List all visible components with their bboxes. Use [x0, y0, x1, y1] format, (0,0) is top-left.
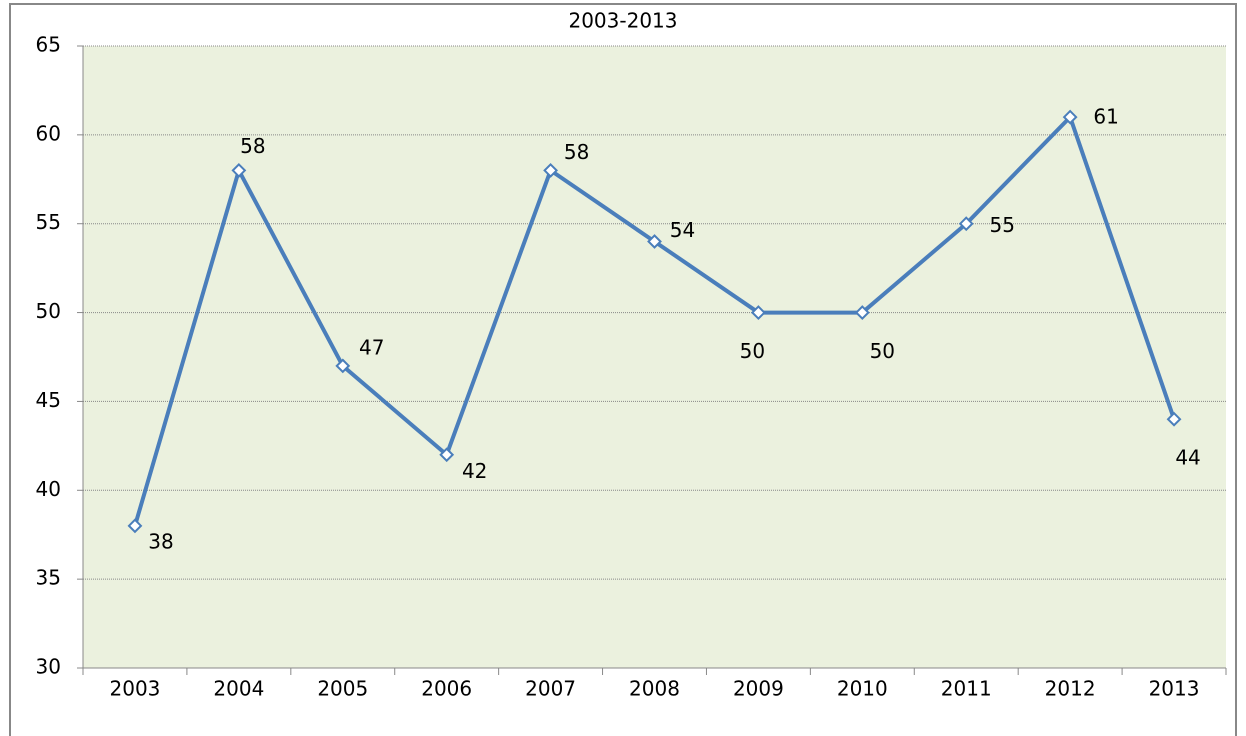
x-tick-label: 2009 — [733, 677, 784, 701]
data-label: 50 — [870, 339, 895, 363]
y-tick-label: 65 — [36, 33, 61, 57]
data-label: 54 — [670, 218, 695, 242]
data-marker — [439, 447, 455, 463]
x-tick-label: 2012 — [1045, 677, 1096, 701]
plot-area — [83, 46, 1226, 668]
x-tick-label: 2011 — [941, 677, 992, 701]
data-label: 58 — [240, 134, 265, 158]
data-label: 38 — [148, 529, 173, 553]
data-marker — [854, 305, 870, 320]
data-label: 58 — [564, 140, 589, 164]
data-marker — [958, 216, 974, 232]
data-label: 42 — [462, 459, 487, 483]
data-marker — [647, 234, 662, 249]
data-label: 50 — [740, 339, 765, 363]
data-marker — [335, 358, 351, 374]
x-tick-label: 2007 — [525, 677, 576, 701]
data-marker — [127, 518, 143, 534]
y-tick-label: 40 — [36, 477, 61, 501]
y-tick-label: 60 — [36, 121, 61, 145]
x-tick-label: 2006 — [421, 677, 472, 701]
y-tick-label: 50 — [36, 299, 61, 323]
data-label: 44 — [1175, 446, 1200, 470]
chart-title: 2003-2013 — [568, 9, 677, 33]
data-marker — [231, 162, 247, 178]
x-tick-label: 2010 — [837, 677, 888, 701]
x-tick-label: 2004 — [213, 677, 264, 701]
data-marker — [543, 162, 559, 178]
x-tick-label: 2013 — [1149, 677, 1200, 701]
data-label: 61 — [1093, 105, 1118, 129]
y-tick-label: 35 — [36, 566, 61, 590]
data-label: 55 — [990, 213, 1015, 237]
y-tick-label: 30 — [36, 655, 61, 679]
y-tick-label: 55 — [36, 210, 61, 234]
x-tick-label: 2005 — [317, 677, 368, 701]
data-label: 47 — [359, 335, 384, 359]
x-tick-label: 2003 — [110, 677, 161, 701]
data-marker — [1062, 109, 1078, 125]
y-tick-label: 45 — [36, 388, 61, 412]
x-tick-label: 2008 — [629, 677, 680, 701]
data-marker — [750, 305, 766, 320]
data-marker — [1166, 411, 1182, 427]
